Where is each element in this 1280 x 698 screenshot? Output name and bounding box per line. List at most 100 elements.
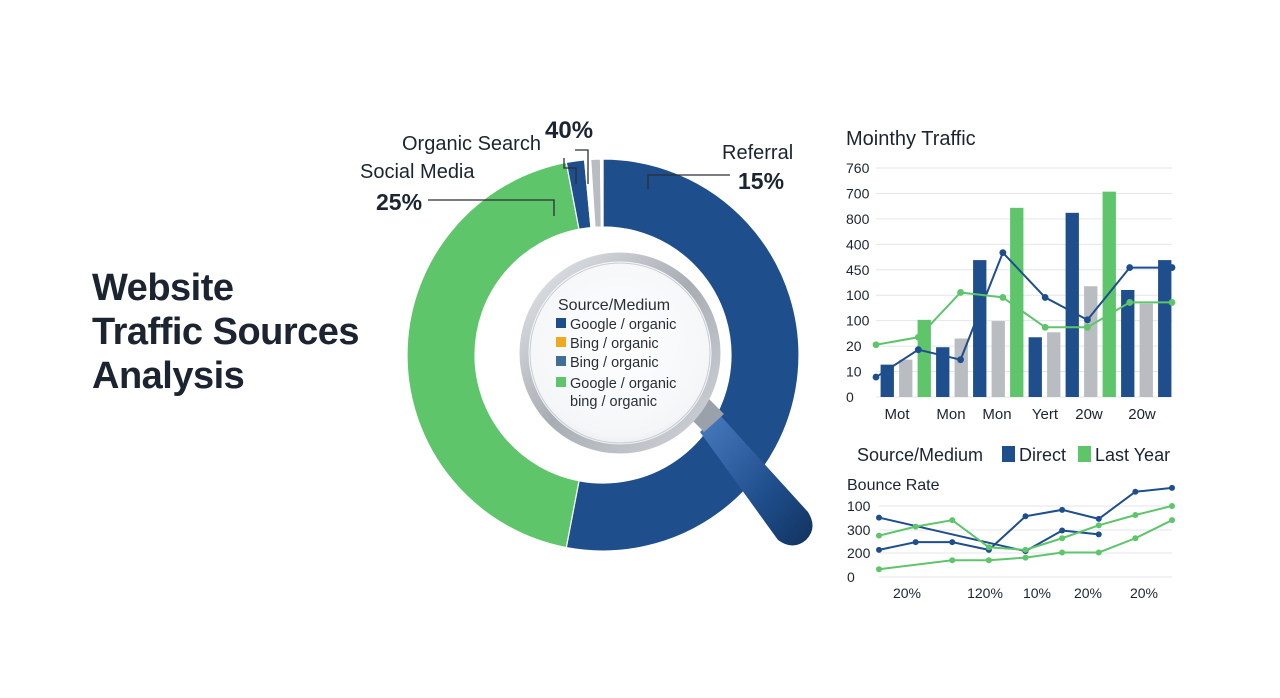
- pct-social-media: 25%: [376, 189, 422, 215]
- bar-trend-point: [1084, 323, 1091, 331]
- line-series: [878, 519, 1173, 571]
- line-point: [1095, 549, 1102, 556]
- magnifier-inner-ring: [529, 262, 711, 444]
- line-x-tick: 120%: [967, 585, 1003, 601]
- bar-trend-point: [1084, 316, 1091, 324]
- line-point: [1059, 527, 1066, 534]
- line-point: [1095, 522, 1102, 529]
- bar-x-tick: Mon: [936, 406, 965, 423]
- bar-y-tick: 700: [846, 185, 870, 201]
- legend-item-label: Bing / organic: [570, 355, 659, 371]
- line-point: [912, 539, 919, 546]
- bar-trend-point: [957, 289, 964, 296]
- legend-direct: Direct: [1019, 445, 1066, 465]
- bar-x-tick: Mon: [982, 406, 1011, 423]
- bar-trend-point: [1041, 323, 1049, 331]
- bar: [936, 347, 950, 397]
- bar-trend-point: [1126, 299, 1134, 306]
- line-point: [949, 557, 956, 564]
- bar-y-tick: 20: [846, 338, 862, 354]
- leader-organic-a: [563, 158, 577, 184]
- line-point: [1059, 535, 1066, 542]
- magnifier-handle: [700, 414, 813, 546]
- bar-x-tick: Mot: [884, 406, 910, 423]
- line-point: [876, 566, 882, 573]
- bar-y-tick: 760: [846, 160, 870, 176]
- magnifier: Source/Medium Google / organic Bing / org…: [519, 252, 813, 546]
- bar-trend-point: [999, 249, 1007, 257]
- legend-item-swatch: [556, 318, 566, 328]
- bar-x-tick: Yert: [1032, 406, 1059, 423]
- donut-slice-gap-5: [599, 158, 604, 228]
- bar-x-tick: 20w: [1128, 406, 1156, 423]
- line-point: [876, 514, 882, 521]
- bar-chart: 0 10 20 100 100 450 400 800 700 760 Mot Mon Mon Yert 2…: [846, 160, 1176, 423]
- bar-trend-point: [914, 333, 922, 341]
- donut-labels: Organic Search 40% Social Media 25% Refe…: [360, 117, 793, 216]
- bar-trend-point: [1126, 264, 1134, 271]
- label-social-media: Social Media: [360, 161, 475, 183]
- legend-item-label: Google / organic: [570, 376, 676, 392]
- line-point: [876, 546, 882, 553]
- line-point: [876, 532, 882, 539]
- legend-title: Source/Medium: [558, 297, 670, 314]
- pct-organic-search: 40%: [545, 117, 593, 144]
- bar-trend-line: [875, 250, 1172, 378]
- bar-trend-point: [872, 341, 880, 349]
- bar-x-tick: 20w: [1075, 406, 1103, 423]
- line-point: [985, 557, 992, 564]
- line-point: [1022, 546, 1029, 553]
- line-point: [1169, 502, 1175, 509]
- legend-source-medium: Source/Medium: [857, 445, 983, 465]
- line-chart-subtitle: Bounce Rate: [847, 477, 940, 494]
- line-point: [1022, 554, 1029, 561]
- legend-item-swatch: [556, 377, 566, 387]
- line-point: [949, 539, 956, 546]
- line-point: [1059, 506, 1066, 513]
- line-x-tick: 20%: [1130, 585, 1158, 601]
- title-line-2: Traffic Sources: [92, 311, 360, 353]
- donut-slice-social-media: [406, 161, 580, 549]
- line-point: [1022, 513, 1029, 520]
- bar: [1121, 289, 1135, 397]
- legend-swatch-last-year: [1078, 446, 1091, 462]
- bar-y-tick: 100: [846, 313, 870, 329]
- legend-item-swatch: [556, 337, 566, 347]
- bar: [899, 359, 913, 397]
- bar-trend-point: [1041, 294, 1049, 301]
- line-y-tick: 0: [847, 569, 855, 585]
- bar: [1158, 260, 1172, 397]
- line-point: [1169, 484, 1175, 491]
- line-y-tick: 100: [847, 498, 871, 514]
- bar-trend-point: [957, 356, 964, 364]
- bar-y-tick: 400: [846, 236, 870, 252]
- bar-y-tick: 100: [846, 287, 870, 303]
- pct-referral: 15%: [738, 168, 784, 194]
- bar-trend-point: [872, 373, 880, 381]
- bar: [1028, 337, 1042, 397]
- bar-trend-point: [1168, 264, 1176, 271]
- bar-y-tick: 0: [846, 389, 854, 405]
- bar-trend-point: [914, 346, 922, 354]
- line-point: [1169, 517, 1175, 524]
- bar: [1047, 332, 1061, 397]
- magnifier-lens: [519, 252, 721, 454]
- line-y-tick: 300: [847, 522, 871, 538]
- magnifier-legend: Google / organic Bing / organic Bing / org…: [556, 317, 676, 410]
- title-line-1: Website: [92, 267, 234, 309]
- bar: [991, 321, 1005, 397]
- line-x-tick: 20%: [1074, 585, 1102, 601]
- line-point: [1095, 515, 1102, 522]
- line-point: [985, 544, 992, 551]
- line-chart: 0 200 300 100 20% 120% 10% 20% 20%: [847, 484, 1175, 601]
- line-point: [912, 523, 919, 530]
- bar: [1139, 303, 1153, 397]
- legend-item-swatch: [556, 356, 566, 366]
- bar: [973, 260, 987, 397]
- bar-y-tick: 10: [846, 364, 862, 380]
- label-organic-search: Organic Search: [402, 133, 541, 155]
- legend-item-label: bing / organic: [570, 394, 657, 410]
- legend-last-year: Last Year: [1095, 445, 1170, 465]
- line-point: [1132, 535, 1139, 542]
- legend-item-label: Google / organic: [570, 317, 676, 333]
